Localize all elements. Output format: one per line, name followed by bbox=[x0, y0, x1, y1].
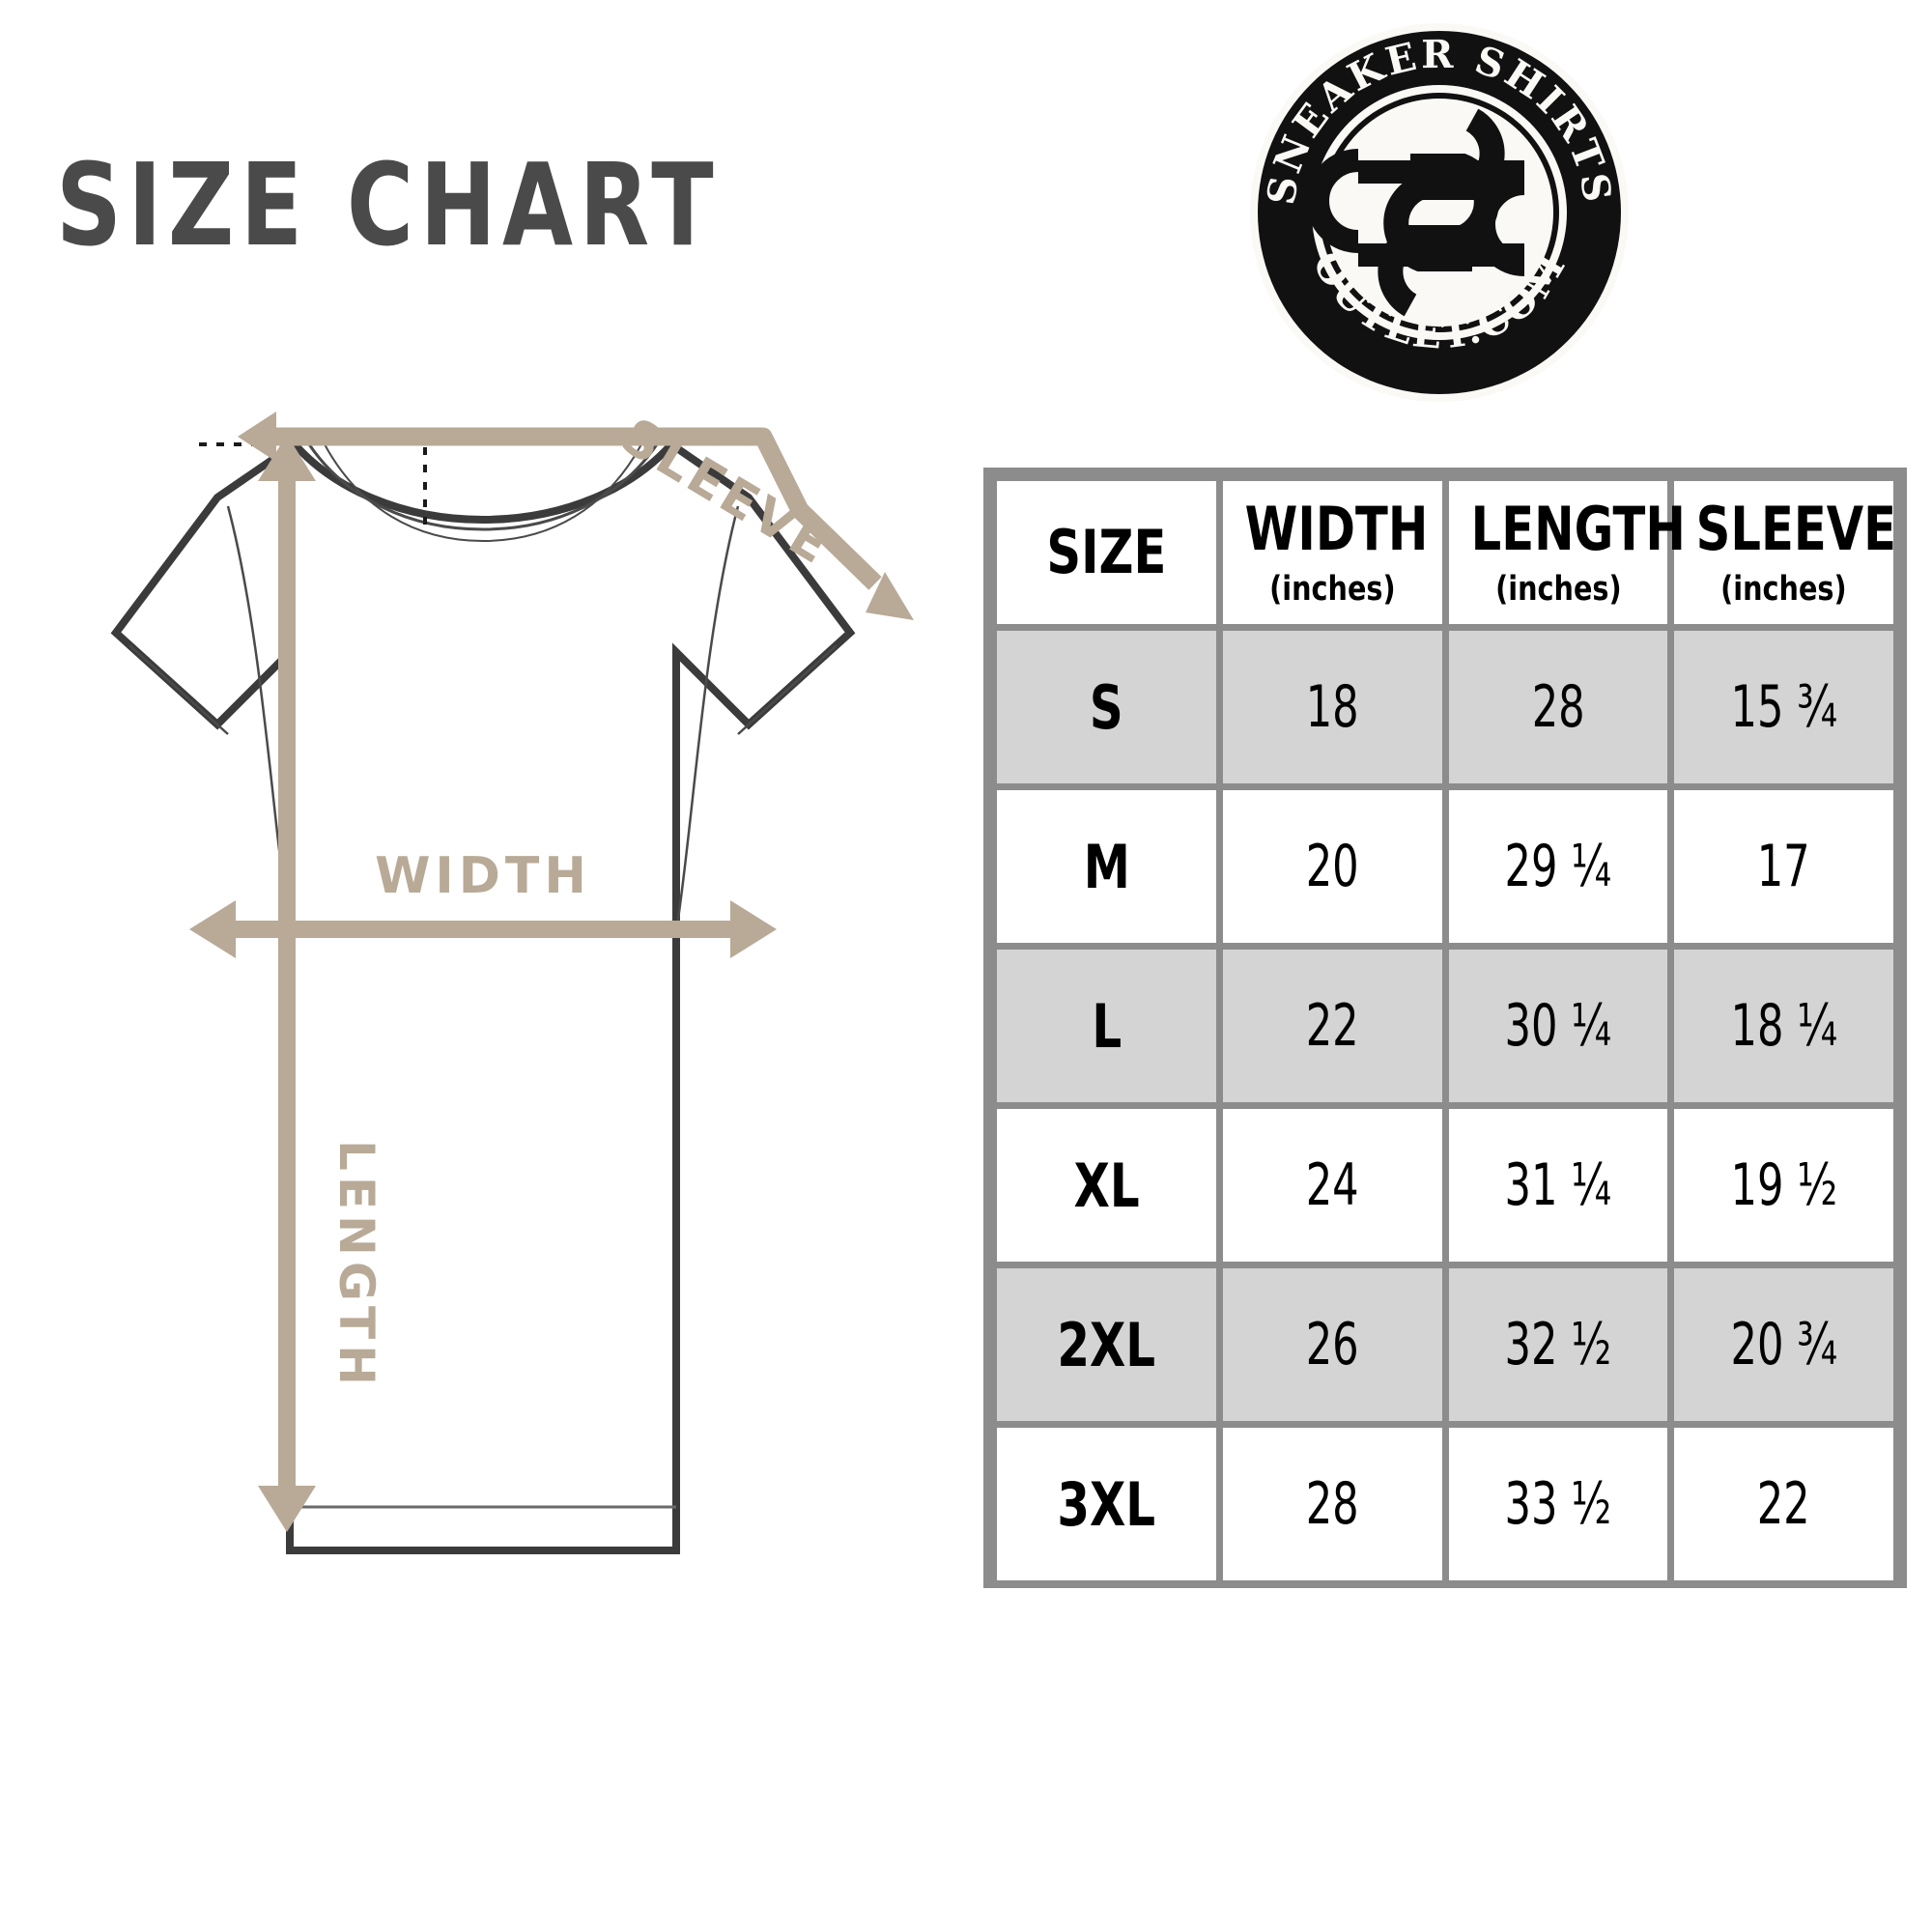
cell-sleeve: 22 bbox=[1674, 1428, 1893, 1580]
cell-width-text: 22 bbox=[1305, 992, 1359, 1060]
column-header-width: WIDTH (inches) bbox=[1222, 481, 1442, 624]
column-header-size: SIZE bbox=[997, 481, 1216, 624]
cell-size-text: XL bbox=[1073, 1150, 1140, 1221]
collar-line-2 bbox=[324, 443, 642, 543]
cell-length-text: 33 ½ bbox=[1504, 1470, 1612, 1538]
width-label: WIDTH bbox=[375, 847, 591, 905]
cell-width-text: 24 bbox=[1305, 1151, 1359, 1219]
cell-length-text: 30 ¼ bbox=[1504, 992, 1612, 1060]
table-row: L 22 30 ¼ 18 ¼ bbox=[997, 950, 1893, 1102]
cell-width: 18 bbox=[1222, 631, 1442, 783]
table-row: XL 24 31 ¼ 19 ½ bbox=[997, 1109, 1893, 1262]
cell-sleeve-text: 15 ¾ bbox=[1730, 673, 1837, 741]
cell-size: L bbox=[997, 950, 1216, 1102]
cell-length-text: 31 ¼ bbox=[1504, 1151, 1612, 1219]
column-header-length-main: LENGTH bbox=[1470, 493, 1686, 564]
right-sleeve-hem bbox=[737, 644, 838, 735]
column-header-length-unit: (inches) bbox=[1494, 569, 1622, 609]
cell-length-text: 29 ¼ bbox=[1504, 833, 1612, 900]
cell-width: 22 bbox=[1222, 950, 1442, 1102]
cell-width-text: 28 bbox=[1305, 1470, 1359, 1538]
cell-size-text: 2XL bbox=[1057, 1309, 1156, 1380]
cell-size: XL bbox=[997, 1109, 1216, 1262]
cell-length: 30 ¼ bbox=[1448, 950, 1668, 1102]
length-arrow bbox=[258, 435, 316, 1532]
column-header-sleeve-main: SLEEVE bbox=[1695, 493, 1897, 564]
cell-length-text: 28 bbox=[1531, 673, 1585, 741]
cell-size-text: M bbox=[1083, 831, 1130, 902]
column-header-sleeve: SLEEVE (inches) bbox=[1674, 481, 1897, 624]
cell-size: M bbox=[997, 790, 1216, 943]
table-row: S 18 28 15 ¾ bbox=[997, 631, 1893, 783]
cell-width: 20 bbox=[1222, 790, 1442, 943]
tshirt-body-path bbox=[110, 439, 856, 1554]
page-title: SIZE CHART bbox=[56, 138, 721, 271]
cell-length: 33 ½ bbox=[1448, 1428, 1668, 1580]
column-header-size-main: SIZE bbox=[1046, 517, 1167, 587]
sleeve-arrow bbox=[238, 412, 914, 620]
column-header-length: LENGTH (inches) bbox=[1448, 481, 1686, 624]
table-header-row: SIZE WIDTH (inches) LENGTH (inches) bbox=[997, 481, 1897, 624]
cell-width: 24 bbox=[1222, 1109, 1442, 1262]
cell-length: 32 ½ bbox=[1448, 1268, 1668, 1421]
cell-sleeve: 15 ¾ bbox=[1674, 631, 1893, 783]
cell-sleeve: 19 ½ bbox=[1674, 1109, 1893, 1262]
cell-size-text: S bbox=[1089, 671, 1123, 743]
cell-sleeve: 17 bbox=[1674, 790, 1893, 943]
cell-size: S bbox=[997, 631, 1216, 783]
cell-width: 26 bbox=[1222, 1268, 1442, 1421]
right-armhole-seam bbox=[674, 505, 740, 933]
length-label: LENGTH bbox=[328, 1140, 384, 1391]
cell-width-text: 18 bbox=[1305, 673, 1359, 741]
logo-ss-monogram bbox=[1306, 108, 1525, 317]
cell-sleeve-text: 17 bbox=[1757, 833, 1811, 900]
cell-width-text: 26 bbox=[1305, 1311, 1359, 1378]
cell-width-text: 20 bbox=[1305, 833, 1359, 900]
brand-logo[interactable]: SNEAKER SHIRTS OUTLET.COM bbox=[1244, 17, 1634, 408]
cell-length-text: 32 ½ bbox=[1504, 1311, 1612, 1378]
cell-size: 3XL bbox=[997, 1428, 1216, 1580]
width-arrow bbox=[189, 900, 777, 958]
cell-sleeve: 20 ¾ bbox=[1674, 1268, 1893, 1421]
cell-length: 29 ¼ bbox=[1448, 790, 1668, 943]
cell-sleeve-text: 20 ¾ bbox=[1730, 1311, 1837, 1378]
cell-size-text: 3XL bbox=[1057, 1468, 1156, 1540]
cell-length: 31 ¼ bbox=[1448, 1109, 1668, 1262]
collar-line-1 bbox=[307, 443, 659, 531]
tshirt-measurement-diagram: LENGTH WIDTH SLEEVE bbox=[0, 406, 966, 1623]
cell-sleeve: 18 ¼ bbox=[1674, 950, 1893, 1102]
cell-size: 2XL bbox=[997, 1268, 1216, 1421]
cell-sleeve-text: 18 ¼ bbox=[1730, 992, 1837, 1060]
cell-size-text: L bbox=[1091, 990, 1122, 1062]
column-header-width-unit: (inches) bbox=[1268, 569, 1396, 609]
table-row: M 20 29 ¼ 17 bbox=[997, 790, 1893, 943]
left-sleeve-hem bbox=[128, 644, 229, 735]
table-row: 3XL 28 33 ½ 22 bbox=[997, 1428, 1893, 1580]
cell-length: 28 bbox=[1448, 631, 1668, 783]
cell-sleeve-text: 22 bbox=[1757, 1470, 1811, 1538]
column-header-width-main: WIDTH bbox=[1244, 493, 1429, 564]
cell-width: 28 bbox=[1222, 1428, 1442, 1580]
table-row: 2XL 26 32 ½ 20 ¾ bbox=[997, 1268, 1893, 1421]
cell-sleeve-text: 19 ½ bbox=[1730, 1151, 1837, 1219]
column-header-sleeve-unit: (inches) bbox=[1720, 569, 1847, 609]
size-chart-table: SIZE WIDTH (inches) LENGTH (inches) bbox=[983, 468, 1907, 1588]
tshirt-outline bbox=[110, 439, 856, 1554]
